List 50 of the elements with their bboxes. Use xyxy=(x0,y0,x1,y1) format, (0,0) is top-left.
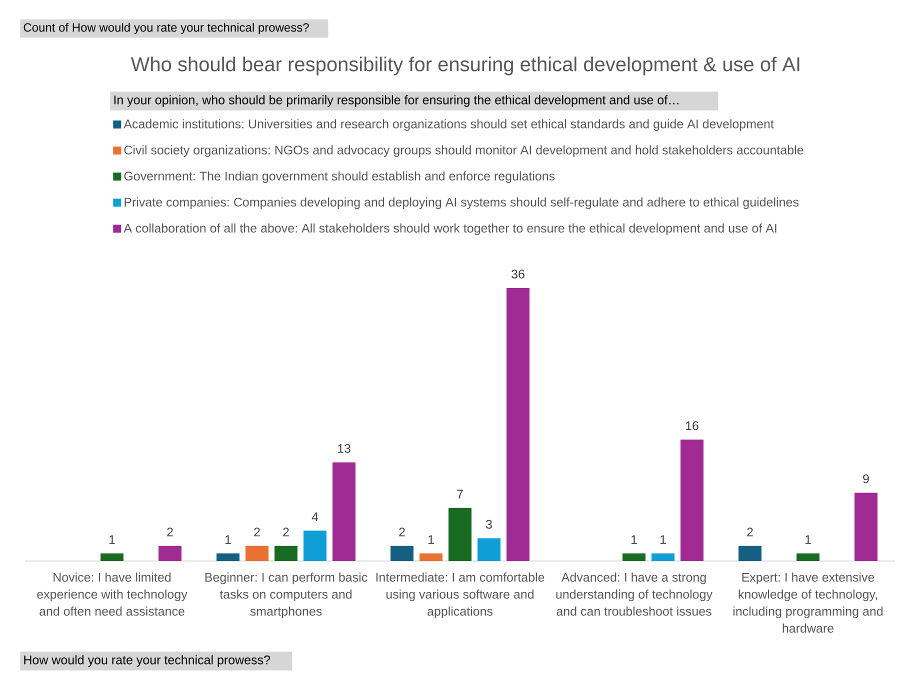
legend-label: A collaboration of all the above: All stakeholders should work together to ensure the ethical development and use of AI xyxy=(124,223,776,236)
bar xyxy=(390,546,414,561)
legend-label: Government: The Indian government should establish and enforce regulations xyxy=(124,171,555,183)
data-label: 3 xyxy=(486,520,492,529)
x-tick-label: Novice: I have limited experience with technology and often need assistance xyxy=(37,572,188,616)
x-axis-title: How would you rate your technical prowess? xyxy=(24,655,270,667)
data-label: 16 xyxy=(686,421,698,430)
bar xyxy=(216,553,240,561)
data-label: 7 xyxy=(457,490,463,498)
bar xyxy=(304,530,326,561)
bar xyxy=(478,538,500,561)
bar xyxy=(854,492,878,561)
bar xyxy=(680,440,704,561)
data-label: 1 xyxy=(109,535,115,544)
bar xyxy=(506,288,530,561)
data-label: 1 xyxy=(660,535,666,544)
bar xyxy=(332,462,356,561)
bar xyxy=(420,553,443,561)
data-label: 1 xyxy=(225,535,231,544)
data-label: 2 xyxy=(254,528,260,536)
x-tick-label: Intermediate: I am comfortable using various software and applications xyxy=(376,572,544,618)
data-label: 36 xyxy=(512,270,524,278)
data-label: 2 xyxy=(399,528,405,536)
data-label: 1 xyxy=(805,535,811,544)
data-label: 9 xyxy=(863,474,869,484)
legend-title: In your opinion, who should be primarily responsible for ensuring the ethical development and use of… xyxy=(114,95,678,107)
data-label: 2 xyxy=(283,528,289,536)
data-label: 2 xyxy=(167,528,173,536)
bar xyxy=(246,546,268,561)
bar xyxy=(652,553,675,561)
data-label: 4 xyxy=(312,512,318,522)
legend-label: Private companies: Companies developing and deploying AI systems should self-regulate and adhere to ethical guidelines xyxy=(124,197,798,210)
bar xyxy=(274,546,298,561)
data-label: 1 xyxy=(428,535,434,544)
bar xyxy=(738,546,762,561)
bar xyxy=(796,553,820,561)
bar xyxy=(622,553,646,561)
x-tick-label: Expert: I have extensive knowledge of technology, including programming and hardware xyxy=(733,572,883,633)
legend-label: Academic institutions: Universities and research organizations should set ethical standards and guide AI development xyxy=(124,119,774,131)
chart-title: Who should bear responsibility for ensuring ethical development & use of AI xyxy=(130,56,800,76)
data-label: 2 xyxy=(747,528,753,536)
bar xyxy=(100,553,124,561)
x-tick-label: Advanced: I have a strong understanding of technology and can troubleshoot issues xyxy=(556,572,712,616)
text: Count of How would you rate your technical prowess? xyxy=(24,22,309,34)
data-label: 1 xyxy=(631,535,637,544)
legend-label: Civil society organizations: NGOs and advocacy groups should monitor AI development and hold stakeholders accountable xyxy=(124,145,804,157)
x-tick-label: Beginner: I can perform basic tasks on computers and smartphones xyxy=(205,572,368,618)
data-label: 13 xyxy=(338,444,350,453)
bar xyxy=(448,508,472,561)
bar xyxy=(158,546,182,561)
